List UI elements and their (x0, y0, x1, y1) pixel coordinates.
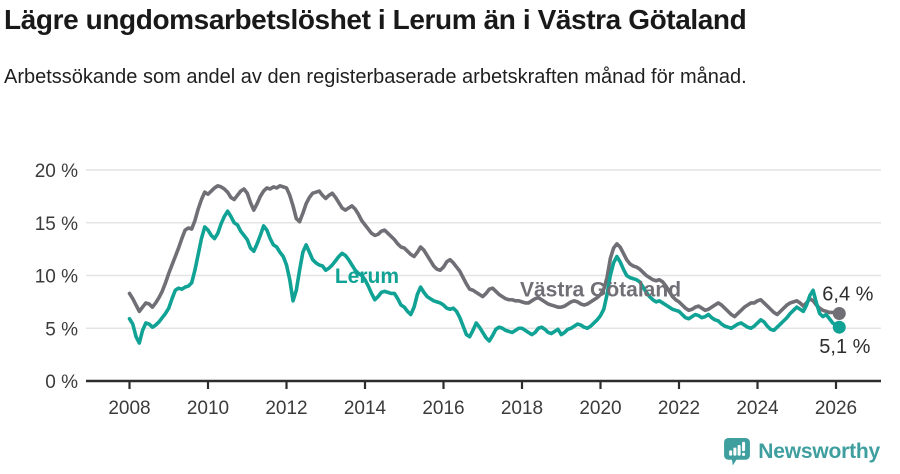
y-tick-label: 5 % (45, 319, 78, 340)
chart-subtitle: Arbetssökande som andel av den registerb… (4, 66, 747, 88)
lerum-line (127, 209, 842, 345)
vastra-gotaland-line (127, 184, 842, 319)
newsworthy-bars-icon (724, 438, 751, 466)
x-tick-label: 2014 (344, 398, 387, 419)
x-tick-label: 2012 (265, 398, 307, 419)
x-tick-label: 2010 (187, 398, 229, 419)
vastra-gotaland-end-value-label: 6,4 % (822, 283, 873, 305)
x-tick-label: 2018 (501, 398, 543, 419)
y-tick-label: 0 % (45, 372, 78, 393)
lerum-end-dot (832, 320, 846, 334)
x-tick-label: 2020 (579, 398, 621, 419)
series-inline-label: Västra Götaland (520, 279, 681, 302)
brand-name: Newsworthy (758, 440, 880, 463)
x-tick-label: 2008 (108, 398, 150, 419)
x-tick-label: 2016 (422, 398, 464, 419)
x-tick-label: 2024 (736, 398, 779, 419)
chart-title: Lägre ungdomsarbetslöshet i Lerum än i V… (4, 4, 747, 35)
y-tick-label: 15 % (35, 214, 78, 235)
vastra-gotaland-end-dot (832, 306, 846, 320)
series-inline-label: Lerum (335, 265, 399, 288)
lerum-end-value-label: 5,1 % (819, 336, 870, 358)
x-tick-label: 2022 (658, 398, 700, 419)
x-tick-label: 2026 (815, 398, 857, 419)
y-tick-label: 20 % (35, 161, 78, 182)
newsworthy-logo: Newsworthy (723, 437, 880, 467)
y-tick-label: 10 % (35, 267, 78, 288)
